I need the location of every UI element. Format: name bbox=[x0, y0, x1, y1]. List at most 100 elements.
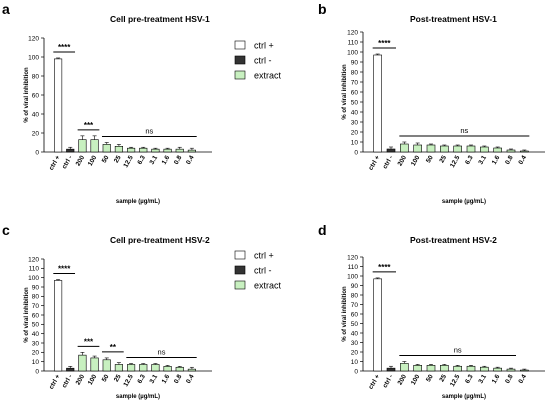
x-tick-label: 0.4 bbox=[185, 154, 196, 166]
x-tick-label: 12.5 bbox=[449, 373, 462, 388]
chart-title: Post-treatment HSV-2 bbox=[410, 235, 497, 245]
bar-0.8 bbox=[506, 368, 516, 372]
y-tick-label: 0 bbox=[35, 368, 39, 375]
bar-3.1 bbox=[480, 146, 489, 153]
y-tick-label: 100 bbox=[347, 49, 358, 56]
bar-1.6 bbox=[163, 148, 172, 153]
y-tick-label: 100 bbox=[28, 275, 39, 282]
y-tick-label: 40 bbox=[32, 331, 40, 338]
x-axis-label: sample (µg/mL) bbox=[442, 394, 486, 400]
y-tick-label: 80 bbox=[351, 69, 359, 76]
bar-1.6 bbox=[493, 367, 502, 372]
x-tick-label: 12.5 bbox=[122, 373, 135, 388]
y-axis-label: % of viral inhibition bbox=[342, 64, 348, 120]
x-tick-label: 50 bbox=[101, 154, 111, 164]
y-axis-label: % of viral inhibition bbox=[24, 67, 30, 123]
y-tick-label: 110 bbox=[29, 266, 40, 273]
bar-6.3 bbox=[466, 145, 476, 153]
y-tick-label: 90 bbox=[32, 284, 40, 291]
x-tick-label: 25 bbox=[113, 373, 123, 383]
bar-25 bbox=[440, 145, 449, 153]
y-tick-label: 60 bbox=[351, 311, 359, 318]
panel-letter: c bbox=[2, 222, 10, 238]
chart-title: Post-treatment HSV-1 bbox=[410, 14, 497, 24]
y-tick-label: 120 bbox=[28, 35, 39, 42]
y-tick-label: 10 bbox=[351, 139, 359, 146]
y-tick-label: 100 bbox=[28, 54, 39, 61]
bar-12.5 bbox=[127, 147, 136, 153]
bar-0.4 bbox=[520, 369, 529, 372]
x-tick-label: 1.6 bbox=[161, 154, 172, 166]
panel-letter: a bbox=[2, 1, 10, 17]
bar-50 bbox=[426, 144, 436, 153]
bar-ctrl + bbox=[54, 280, 63, 372]
x-tick-label: 200 bbox=[397, 373, 409, 386]
x-axis-label: sample (µg/mL) bbox=[116, 394, 160, 400]
panel-c: c Cell pre-treatment HSV-2 0 10 20 30 40 50 60 70… bbox=[2, 222, 282, 400]
bar-25 bbox=[440, 364, 449, 372]
y-tick-label: 10 bbox=[351, 359, 359, 366]
bar-100 bbox=[413, 364, 422, 372]
y-tick-label: 60 bbox=[351, 89, 359, 96]
legend-label: ctrl - bbox=[254, 266, 272, 276]
x-tick-label: 100 bbox=[410, 373, 422, 386]
y-tick-label: 40 bbox=[351, 109, 359, 116]
y-tick-label: 90 bbox=[351, 283, 359, 290]
bar-ctrl - bbox=[66, 367, 75, 372]
legend-label: ctrl + bbox=[254, 251, 274, 261]
legend-swatch bbox=[234, 280, 246, 290]
significance-label: **** bbox=[378, 263, 391, 272]
y-tick-label: 120 bbox=[347, 254, 358, 261]
x-axis-label: sample (µg/mL) bbox=[116, 199, 160, 205]
legend: ctrl + ctrl - extract bbox=[234, 41, 282, 81]
bar-25 bbox=[114, 364, 123, 372]
x-tick-label: 0.4 bbox=[517, 154, 528, 166]
y-tick-label: 20 bbox=[351, 129, 359, 136]
x-tick-label: 0.4 bbox=[517, 373, 528, 385]
significance-label: *** bbox=[84, 337, 94, 346]
x-tick-label: ctrl + bbox=[48, 154, 62, 171]
bar-12.5 bbox=[453, 145, 462, 153]
panel-a: a Cell pre-treatment HSV-1 0 20 40 60 80 100 120… bbox=[2, 1, 282, 205]
bar-ctrl - bbox=[386, 148, 396, 153]
significance-label: **** bbox=[378, 39, 391, 48]
bar-200 bbox=[400, 363, 409, 372]
bar-50 bbox=[102, 144, 111, 153]
significance-label: ns bbox=[158, 348, 166, 357]
bar-0.4 bbox=[520, 150, 529, 153]
bar-200 bbox=[78, 139, 87, 153]
bar-100 bbox=[90, 357, 99, 372]
bar-0.8 bbox=[506, 149, 516, 153]
legend-label: ctrl - bbox=[254, 56, 272, 66]
y-tick-label: 80 bbox=[32, 294, 40, 301]
x-tick-label: ctrl - bbox=[61, 155, 74, 171]
significance-label: ns bbox=[460, 126, 468, 135]
y-tick-label: 0 bbox=[354, 149, 358, 156]
y-tick-label: 30 bbox=[351, 119, 359, 126]
y-tick-label: 120 bbox=[28, 256, 39, 263]
y-tick-label: 80 bbox=[351, 292, 359, 299]
bar-6.3 bbox=[466, 365, 476, 372]
bar-100 bbox=[413, 144, 422, 153]
x-tick-label: 1.6 bbox=[491, 154, 502, 166]
x-axis-label: sample (µg/mL) bbox=[442, 199, 486, 205]
chart-title: Cell pre-treatment HSV-2 bbox=[110, 235, 210, 245]
bar-0.4 bbox=[187, 149, 196, 153]
significance-label: *** bbox=[84, 121, 94, 130]
x-tick-label: 3.1 bbox=[149, 373, 160, 385]
x-tick-label: 50 bbox=[101, 373, 111, 383]
x-tick-label: 50 bbox=[425, 154, 435, 164]
x-tick-label: 25 bbox=[438, 373, 448, 383]
y-tick-label: 70 bbox=[351, 79, 359, 86]
y-tick-label: 40 bbox=[351, 330, 359, 337]
x-tick-label: 0.8 bbox=[173, 154, 184, 166]
x-tick-label: 6.3 bbox=[464, 154, 475, 166]
y-tick-label: 50 bbox=[351, 99, 359, 106]
legend-label: ctrl + bbox=[254, 41, 274, 51]
bar-200 bbox=[400, 143, 409, 153]
bar-50 bbox=[102, 359, 111, 372]
bar-200 bbox=[78, 354, 87, 372]
bar-3.1 bbox=[480, 366, 489, 372]
x-tick-label: 25 bbox=[113, 154, 123, 164]
bar-3.1 bbox=[151, 364, 160, 372]
